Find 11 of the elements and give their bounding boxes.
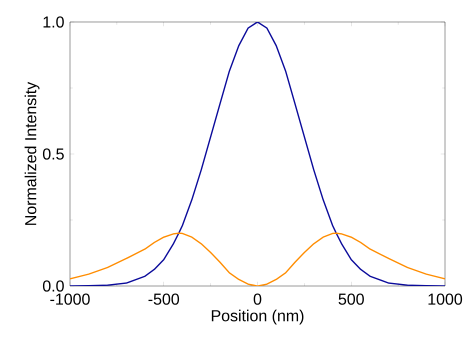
x-tick-label: 0 bbox=[254, 294, 262, 305]
x-tick-label: -500 bbox=[148, 294, 180, 305]
y-axis-title: Normalized Intensity bbox=[24, 82, 40, 225]
y-tick-label: 0.0 bbox=[42, 280, 64, 292]
y-tick-label: 1.0 bbox=[44, 16, 64, 28]
x-tick-label: 500 bbox=[338, 294, 364, 305]
y-tick-label: 0.5 bbox=[42, 148, 64, 160]
line-series bbox=[70, 232, 446, 286]
x-tick-label: -1000 bbox=[50, 294, 90, 305]
x-tick-label: 1000 bbox=[428, 294, 462, 305]
x-axis-title: Position (nm) bbox=[212, 310, 304, 324]
